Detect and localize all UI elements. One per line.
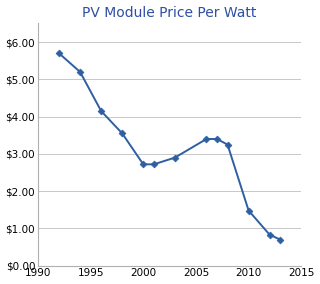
Title: PV Module Price Per Watt: PV Module Price Per Watt [83,6,257,20]
